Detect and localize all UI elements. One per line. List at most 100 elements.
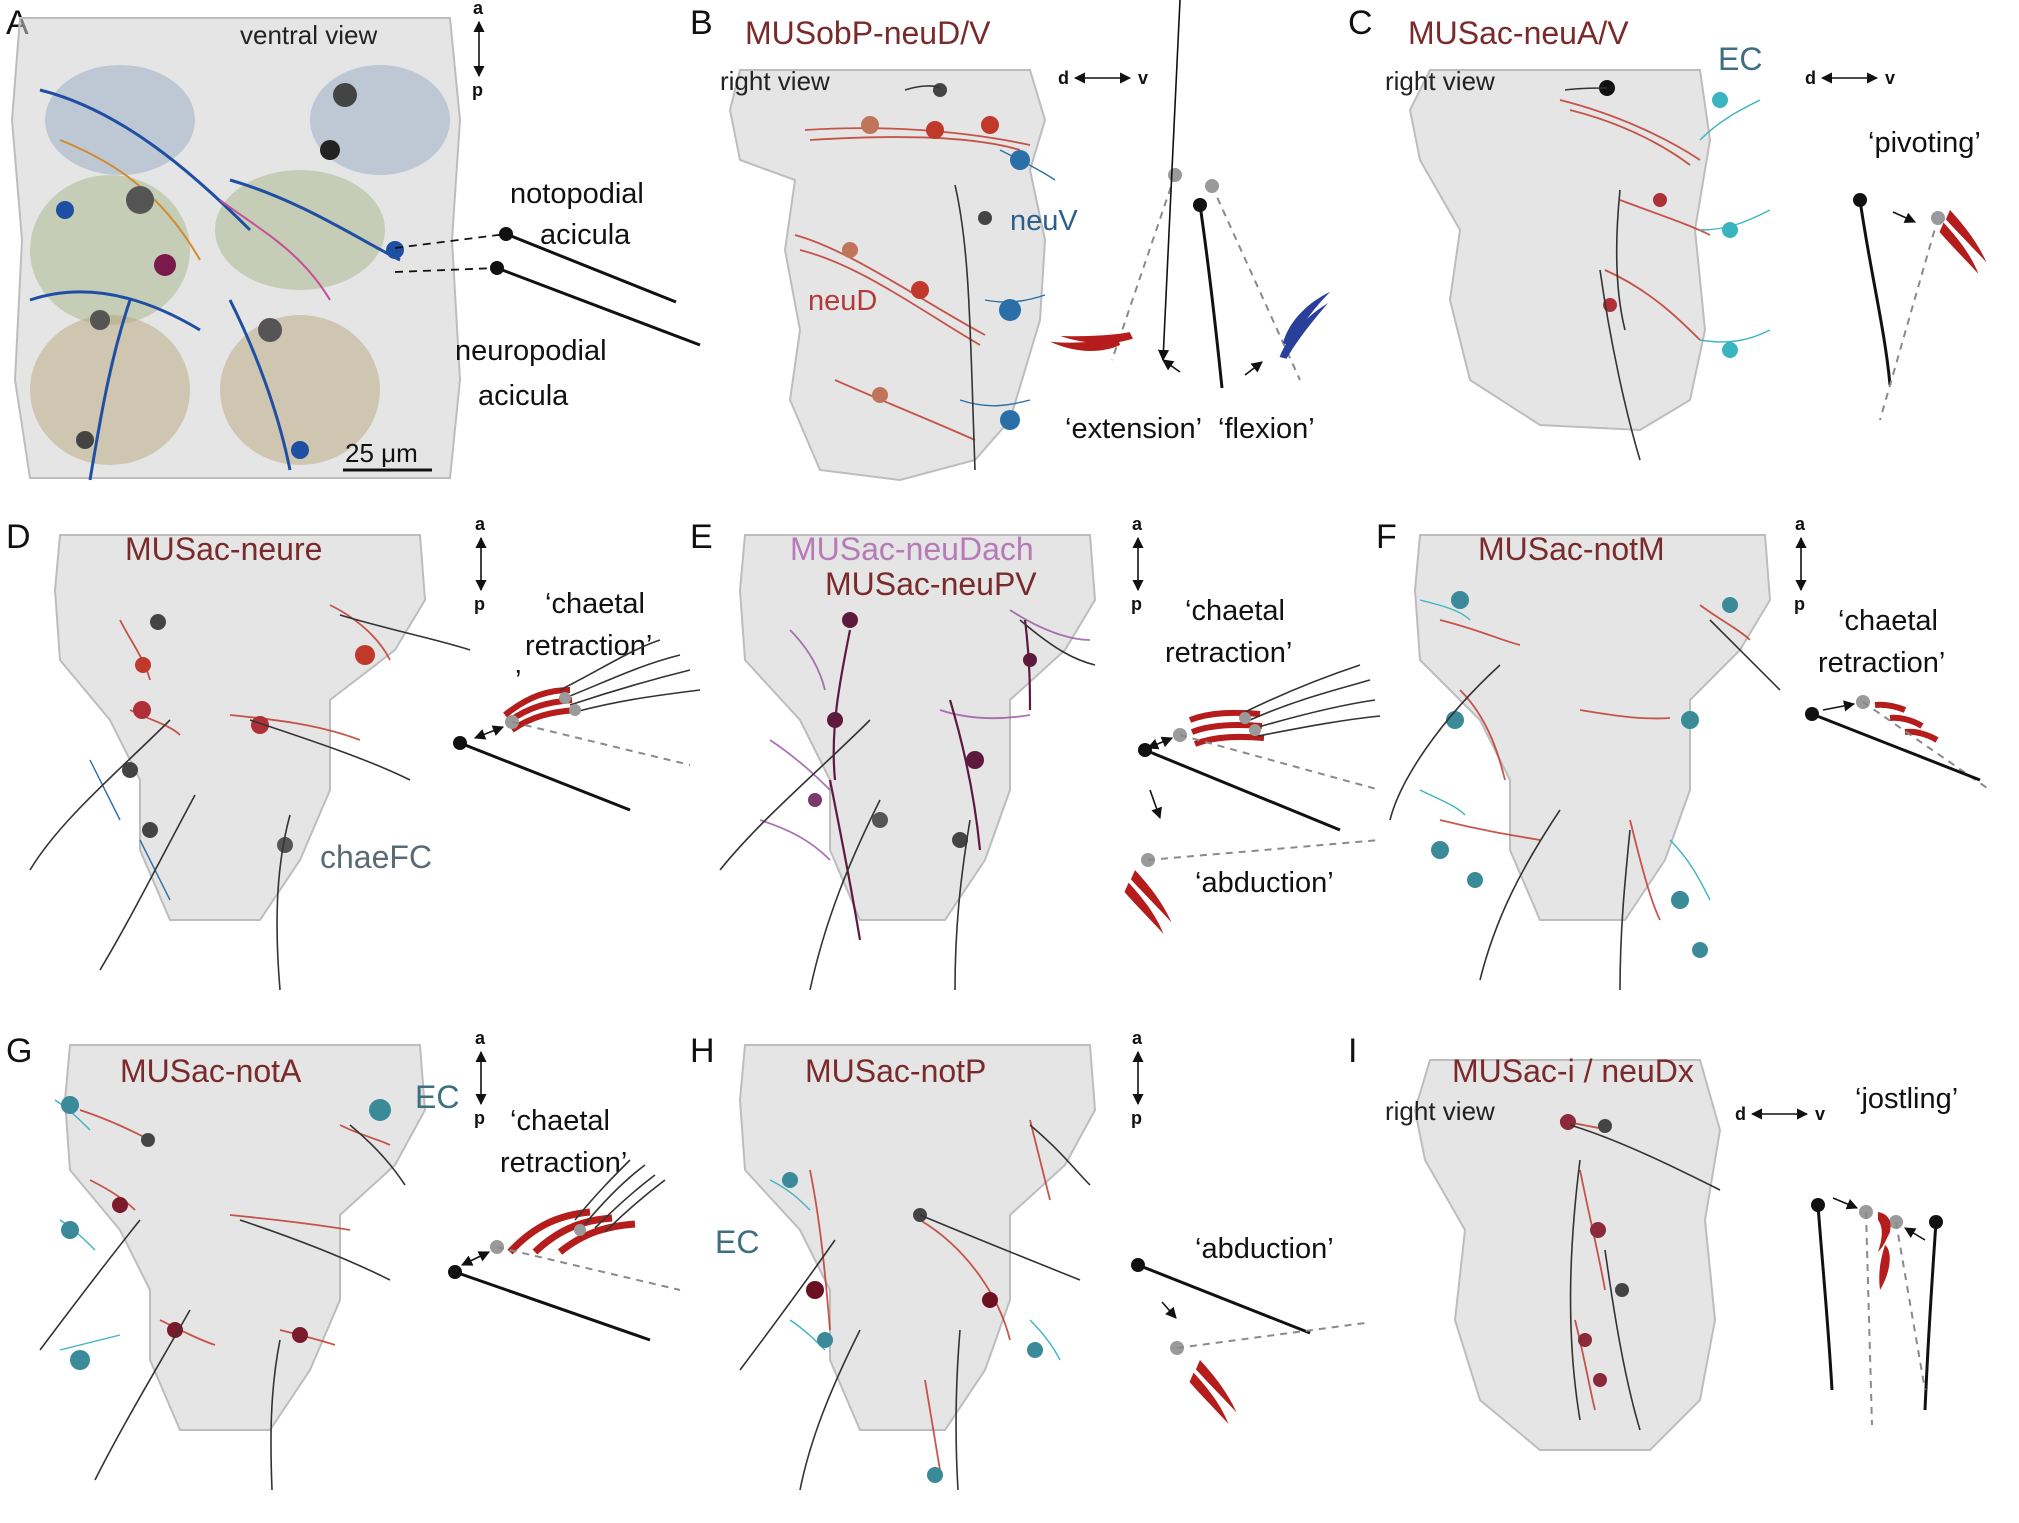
axis-a-label: a xyxy=(475,514,486,534)
axis-dv-c: d v xyxy=(1805,68,1895,88)
body-outline-e xyxy=(738,534,1097,921)
chaetae-abduction-e xyxy=(1124,870,1172,934)
acicula-b xyxy=(1198,204,1224,389)
axis-d-label: d xyxy=(1058,68,1069,88)
muscle-cluster-a xyxy=(29,65,450,481)
panel-i: I MUSac-i / neuDx right view d v ‘jostli… xyxy=(1348,1032,1958,1451)
acicula-g xyxy=(454,1270,651,1342)
axis-p-label: p xyxy=(472,80,483,100)
extension-path xyxy=(1111,174,1176,361)
motion-e-2: retraction’ xyxy=(1165,637,1292,669)
pivot-path xyxy=(1879,217,1939,421)
acicula-f xyxy=(1811,712,1981,782)
label-neud: neuD xyxy=(808,285,877,317)
axis-p-label: p xyxy=(1131,594,1142,614)
muscles-g xyxy=(39,1096,406,1491)
leader-neuropodial xyxy=(394,267,498,273)
motion-jostling: ‘jostling’ xyxy=(1855,1083,1958,1115)
chaetae-g xyxy=(507,1159,666,1255)
panel-label-e: E xyxy=(690,518,713,556)
muscles-c xyxy=(1559,80,1771,461)
motion-h-abduction: ‘abduction’ xyxy=(1195,1233,1334,1265)
axis-a-label: a xyxy=(1795,514,1806,534)
motion-flexion: ‘flexion’ xyxy=(1218,413,1315,445)
motion-e-1: ‘chaetal xyxy=(1185,595,1285,627)
leader-notopodial xyxy=(394,233,507,249)
axis-ap-a: a p xyxy=(472,0,485,100)
axis-ap-d: a p xyxy=(474,514,487,614)
muscles-h xyxy=(739,1119,1091,1491)
neuropodial-label-1: neuropodial xyxy=(455,335,607,367)
axis-a-label: a xyxy=(1132,514,1143,534)
panel-a: A ventral view xyxy=(6,0,701,481)
motion-extension: ‘extension’ xyxy=(1065,413,1202,445)
axis-v-label: v xyxy=(1138,68,1148,88)
panel-c: C MUSac-neuA/V right view EC d v ‘pivoti… xyxy=(1348,4,1987,461)
axis-dv-i: d v xyxy=(1735,1104,1825,1124)
body-outline-b xyxy=(728,69,1047,482)
panel-title-f: MUSac-notM xyxy=(1478,531,1665,567)
axis-p-label: p xyxy=(1794,594,1805,614)
chaetae-abduction-h xyxy=(1189,1360,1237,1424)
muscles-d xyxy=(29,604,471,991)
motion-f-2: retraction’ xyxy=(1818,647,1945,679)
neuropodial-label-2: acicula xyxy=(478,380,569,412)
chaetae-e xyxy=(1188,664,1381,747)
label-chaefc: chaeFC xyxy=(320,839,432,875)
body-outline-g xyxy=(63,1044,427,1431)
neuropodial-acicula xyxy=(496,266,701,347)
panel-title-b: MUSobP-neuD/V xyxy=(745,15,991,51)
muscles-e xyxy=(719,609,1096,991)
notopodial-acicula xyxy=(505,232,677,304)
acicula-c xyxy=(1858,199,1892,386)
label-ec-h: EC xyxy=(715,1224,759,1260)
body-outline-a xyxy=(10,17,462,479)
panel-label-b: B xyxy=(690,4,713,42)
motion-g-2: retraction’ xyxy=(500,1147,627,1179)
view-label-b: right view xyxy=(720,66,830,96)
view-label-i: right view xyxy=(1385,1096,1495,1126)
axis-d-label: d xyxy=(1805,68,1816,88)
acicula-d xyxy=(459,741,631,812)
chaetae-jostling xyxy=(1878,1212,1891,1290)
axis-a-label: a xyxy=(475,1028,486,1048)
panel-b: B MUSobP-neuD/V right view d v n xyxy=(690,0,1331,482)
acicula-i-right xyxy=(1923,1221,1938,1411)
panel-title-h: MUSac-notP xyxy=(805,1053,986,1089)
chaetae-flexion xyxy=(1279,291,1331,359)
panel-title-e-2: MUSac-neuPV xyxy=(825,566,1037,602)
panel-title-i: MUSac-i / neuDx xyxy=(1452,1053,1694,1089)
scale-label: 25 μm xyxy=(345,438,418,468)
motion-e-abduction: ‘abduction’ xyxy=(1195,867,1334,899)
notopodial-label-2: acicula xyxy=(540,219,631,251)
body-outline-c xyxy=(1408,69,1712,432)
panel-f: F MUSac-notM a p ‘chaetal xyxy=(1376,514,1991,991)
body-outline-f xyxy=(1413,534,1772,921)
axis-ap-h: a p xyxy=(1131,1028,1144,1128)
body-outline-i xyxy=(1413,1059,1722,1451)
axis-d-label: d xyxy=(1735,1104,1746,1124)
panel-label-g: G xyxy=(6,1032,32,1070)
muscles-i xyxy=(1559,1114,1721,1431)
panel-title-d: MUSac-neure xyxy=(125,531,322,567)
muscles-b xyxy=(794,83,1056,471)
acicula-e xyxy=(1144,748,1341,832)
axis-p-label: p xyxy=(1131,1108,1142,1128)
axis-dv-b: d v xyxy=(1058,68,1148,88)
panel-e: E MUSac-neuDach MUSac-neuPV a p xyxy=(690,514,1381,991)
panel-g: G MUSac-notA EC a p xyxy=(6,1028,681,1491)
chaetae-d xyxy=(503,639,701,733)
view-label-a: ventral view xyxy=(240,20,377,50)
axis-v-label: v xyxy=(1885,68,1895,88)
axis-v-label: v xyxy=(1815,1104,1825,1124)
motion-d-2: retraction’ xyxy=(525,630,652,662)
axis-ap-e: a p xyxy=(1131,514,1144,614)
motion-f-1: ‘chaetal xyxy=(1838,605,1938,637)
panel-label-c: C xyxy=(1348,4,1373,42)
chaetae-extension xyxy=(1050,332,1133,351)
panel-title-g: MUSac-notA xyxy=(120,1053,302,1089)
panel-label-h: H xyxy=(690,1032,715,1070)
panel-title-e-1: MUSac-neuDach xyxy=(790,531,1034,567)
label-ec-c: EC xyxy=(1718,41,1762,77)
